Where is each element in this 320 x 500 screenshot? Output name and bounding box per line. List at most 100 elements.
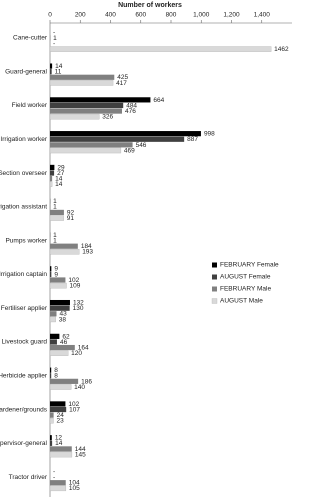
bar [50, 69, 52, 75]
bar [49, 80, 114, 86]
value-label: 24 [57, 412, 65, 419]
y-tick-label: Irrigation captain [0, 271, 47, 278]
value-label: - [53, 468, 55, 475]
bar [49, 485, 67, 492]
x-tick-label: 800 [166, 12, 177, 19]
bar [50, 311, 57, 317]
value-label: 9 [54, 271, 58, 278]
value-label: 14 [55, 440, 63, 447]
value-label: 664 [153, 97, 164, 104]
bar [50, 108, 122, 114]
y-tick-label: Herbicide applier [0, 372, 48, 379]
value-label: - [53, 29, 55, 36]
x-tick-label: 1,200 [223, 12, 240, 19]
bar [49, 417, 54, 424]
value-label: 546 [136, 142, 147, 149]
bar [50, 299, 70, 306]
bar [50, 277, 66, 283]
value-label: 144 [75, 446, 86, 453]
value-label: 102 [68, 277, 79, 284]
value-label: 1 [53, 238, 57, 245]
bar [49, 249, 80, 255]
bar [49, 282, 67, 289]
legend-label: FEBRUARY Male [220, 286, 271, 293]
bar [50, 131, 201, 137]
value-label: 8 [54, 373, 58, 380]
bar [49, 46, 272, 52]
bar [49, 384, 72, 390]
bar [50, 63, 53, 69]
bar [50, 102, 124, 109]
value-label: 425 [117, 74, 128, 81]
bar [50, 412, 54, 418]
bar [49, 451, 73, 458]
value-label: 164 [78, 344, 89, 351]
bar [50, 97, 151, 103]
value-label: 469 [124, 147, 135, 154]
bar [50, 164, 55, 171]
value-label: 46 [60, 339, 68, 346]
value-label: 193 [82, 249, 93, 256]
bar [50, 344, 75, 351]
value-label: 130 [73, 305, 84, 312]
bar [50, 339, 57, 345]
value-label: 38 [59, 316, 67, 323]
y-tick-label: Irrigation worker [0, 136, 47, 143]
value-label: 102 [68, 401, 79, 408]
y-tick-label: Tractor driver [9, 474, 48, 481]
chart: Number of workers 0 200 400 600 800 1,000 1,20… [0, 2, 292, 497]
value-label: 326 [102, 114, 113, 121]
bar [50, 209, 64, 216]
bar [50, 271, 52, 277]
bar [50, 367, 52, 373]
legend-label: FEBRUARY Female [220, 262, 279, 269]
bar [50, 333, 60, 339]
bar [50, 373, 52, 379]
value-label: 1462 [274, 46, 289, 53]
bar [49, 181, 53, 187]
x-tick-label: 200 [75, 12, 86, 19]
value-label: 104 [69, 480, 80, 487]
y-tick-label: Section overseer [0, 170, 48, 177]
value-label: - [53, 40, 55, 47]
value-label: 887 [187, 136, 198, 143]
value-label: 29 [57, 164, 65, 171]
bar [49, 316, 56, 323]
bar [50, 142, 133, 148]
bar [50, 136, 185, 142]
x-tick-label: 400 [105, 12, 116, 19]
x-tick-label: 1,000 [193, 12, 210, 19]
legend-swatch [212, 274, 217, 280]
value-label: 120 [71, 350, 82, 357]
value-label: - [53, 474, 55, 481]
bar [50, 170, 55, 176]
x-tick-label: 0 [48, 12, 52, 19]
value-label: 417 [116, 80, 127, 87]
value-label: 91 [67, 215, 75, 222]
value-label: 1 [53, 232, 57, 239]
value-label: 14 [55, 176, 63, 183]
y-tick-label: Livestock guard [1, 339, 47, 346]
x-tick-label: 1,400 [254, 12, 271, 19]
y-tick-label: Supervisor-general [0, 440, 48, 447]
bar [50, 243, 78, 249]
legend-swatch [212, 262, 217, 268]
bar [50, 440, 53, 446]
value-label: 105 [69, 485, 80, 492]
value-label: 186 [81, 378, 92, 385]
value-label: 8 [54, 367, 58, 374]
bar [50, 435, 52, 441]
bar [49, 215, 64, 221]
legend-swatch [211, 298, 218, 304]
y-tick-label: Pumps worker [5, 237, 47, 244]
bar [50, 446, 72, 452]
value-label: 1 [53, 35, 57, 42]
bar [49, 350, 69, 356]
bar [50, 176, 53, 182]
y-tick-label: Guard-general [5, 68, 47, 75]
value-label: 11 [55, 69, 62, 76]
legend-swatch [212, 286, 217, 292]
value-label: 1 [53, 198, 57, 205]
legend-label: AUGUST Male [220, 298, 263, 305]
